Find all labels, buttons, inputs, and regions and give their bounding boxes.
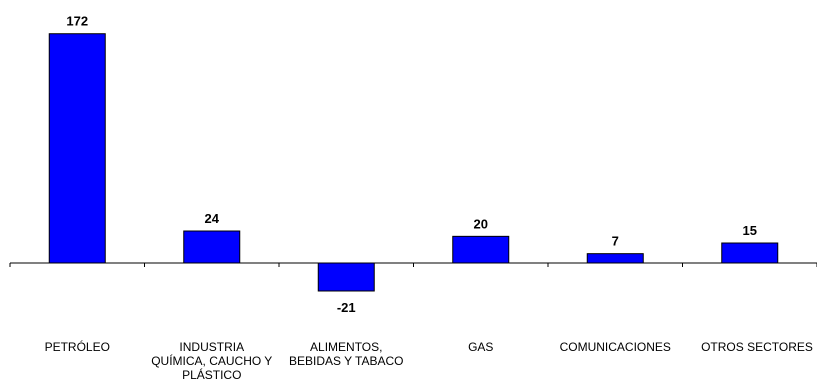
- data-label: 24: [205, 211, 220, 226]
- data-label: 20: [474, 216, 488, 231]
- category-label-comunicaciones: COMUNICACIONES: [559, 340, 671, 354]
- category-label-otros-sectores: OTROS SECTORES: [701, 340, 813, 354]
- data-label: 15: [743, 223, 757, 238]
- data-label: 7: [612, 234, 619, 249]
- data-labels: 172 24 -21 20 7 15: [66, 14, 757, 315]
- category-label-alimentos: ALIMENTOS, BEBIDAS Y TABACO: [289, 340, 404, 368]
- bar: [48, 33, 106, 264]
- data-label: 172: [66, 14, 88, 29]
- bar: [721, 242, 779, 264]
- category-label-petroleo: PETRÓLEO: [44, 340, 110, 354]
- category-label-gas: GAS: [468, 340, 494, 354]
- category-label-industria-quimica: INDUSTRIA QUÍMICA, CAUCHO Y PLÁSTICO: [151, 340, 273, 382]
- bar: [183, 230, 241, 264]
- data-label: -21: [337, 300, 356, 315]
- bars: [48, 33, 779, 292]
- bar: [317, 262, 375, 292]
- bar: [586, 253, 644, 264]
- bar: [452, 235, 510, 264]
- x-axis-ticks: [9, 263, 817, 267]
